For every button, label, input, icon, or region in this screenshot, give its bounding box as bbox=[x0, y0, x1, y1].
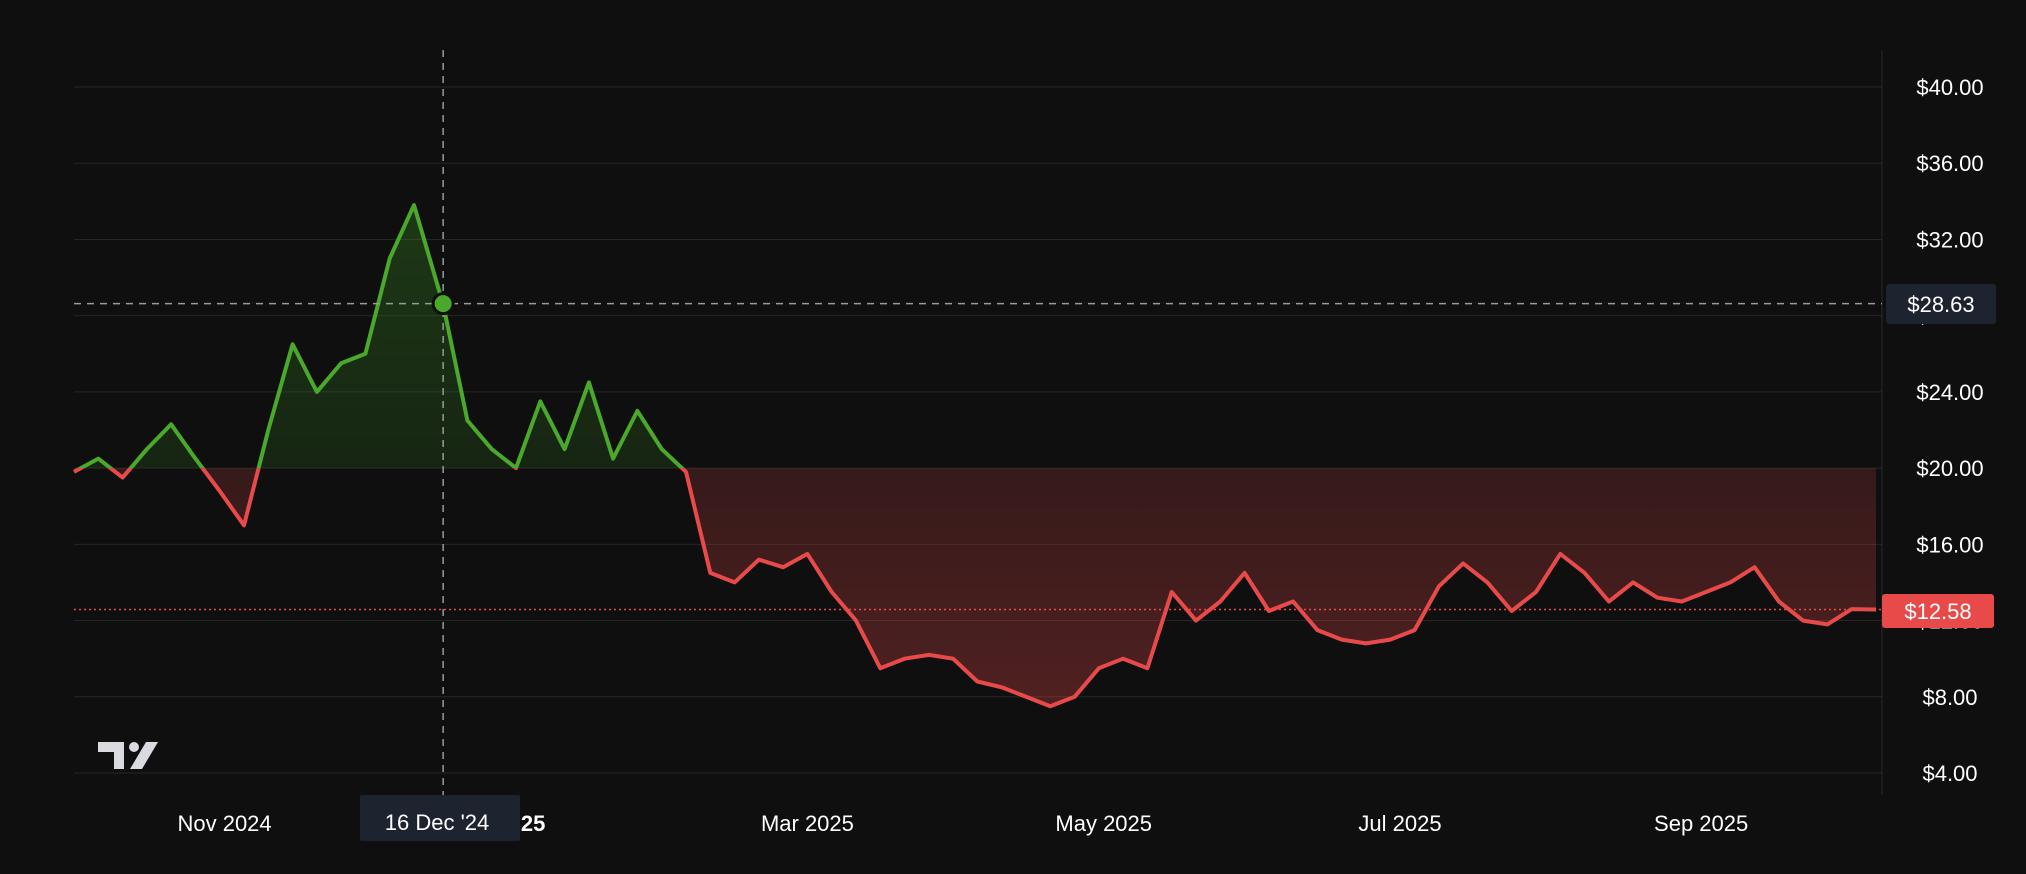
reference-lines bbox=[74, 50, 1882, 795]
tradingview-logo[interactable] bbox=[98, 742, 158, 769]
price-lines bbox=[73, 203, 1877, 709]
y-tick-label: $16.00 bbox=[1916, 532, 1983, 557]
area-above-baseline bbox=[74, 205, 1876, 469]
y-tick-label: $36.00 bbox=[1916, 151, 1983, 176]
price-line-up bbox=[76, 203, 685, 469]
y-tick-label: $32.00 bbox=[1916, 227, 1983, 252]
area-below-baseline bbox=[74, 468, 1876, 707]
x-tick-label: Mar 2025 bbox=[761, 811, 854, 836]
price-line-down bbox=[73, 468, 1877, 709]
x-tick-label: Nov 2024 bbox=[177, 811, 271, 836]
y-tick-label: $20.00 bbox=[1916, 456, 1983, 481]
area-fills bbox=[74, 205, 1876, 707]
x-tick-label: May 2025 bbox=[1055, 811, 1152, 836]
y-tick-label: $4.00 bbox=[1922, 761, 1977, 786]
crosshair-price-tag bbox=[1886, 284, 1996, 324]
crosshair-price-label: $28.63 bbox=[1907, 292, 1974, 317]
data-points bbox=[431, 292, 455, 316]
x-tick-label: Sep 2025 bbox=[1654, 811, 1748, 836]
last-price-tag bbox=[1882, 594, 1994, 628]
crosshair-date-tag bbox=[360, 795, 520, 841]
x-tick-label: Jul 2025 bbox=[1358, 811, 1441, 836]
y-tick-label: $8.00 bbox=[1922, 685, 1977, 710]
y-tick-label: $40.00 bbox=[1916, 75, 1983, 100]
time-axis: Nov 2024 2025 Mar 2025 May 2025 Jul 2025 Sep … bbox=[177, 811, 1748, 836]
price-axis: $40.00$36.00$32.00$28.00$24.00$20.00$16.… bbox=[1916, 75, 1983, 786]
crosshair-point bbox=[431, 292, 455, 316]
last-price-label: $12.58 bbox=[1904, 599, 1971, 624]
y-tick-label: $24.00 bbox=[1916, 380, 1983, 405]
crosshair-date-label: 16 Dec '24 bbox=[385, 810, 490, 835]
